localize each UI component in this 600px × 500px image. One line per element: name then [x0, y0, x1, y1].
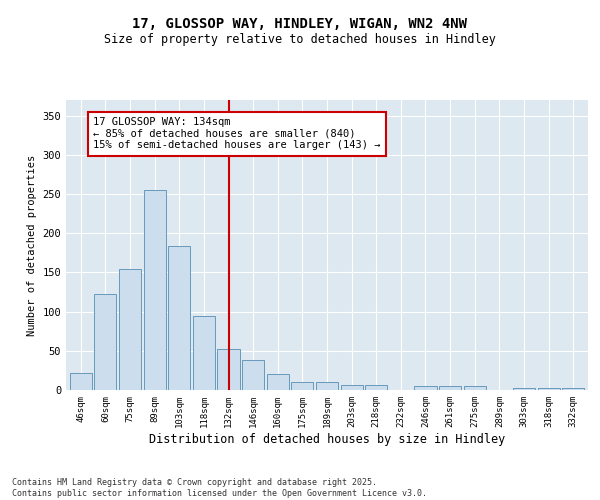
Bar	[464, 386, 486, 390]
Bar	[341, 384, 363, 390]
Text: 17, GLOSSOP WAY, HINDLEY, WIGAN, WN2 4NW: 17, GLOSSOP WAY, HINDLEY, WIGAN, WN2 4NW	[133, 18, 467, 32]
Bar	[242, 360, 264, 390]
Bar	[316, 382, 338, 390]
Bar	[119, 268, 141, 390]
Text: Size of property relative to detached houses in Hindley: Size of property relative to detached ho…	[104, 32, 496, 46]
Bar	[70, 373, 92, 390]
Bar	[439, 386, 461, 390]
Bar	[538, 388, 560, 390]
Bar	[513, 388, 535, 390]
Text: 17 GLOSSOP WAY: 134sqm
← 85% of detached houses are smaller (840)
15% of semi-de: 17 GLOSSOP WAY: 134sqm ← 85% of detached…	[93, 117, 380, 150]
Bar	[193, 316, 215, 390]
X-axis label: Distribution of detached houses by size in Hindley: Distribution of detached houses by size …	[149, 432, 505, 446]
Y-axis label: Number of detached properties: Number of detached properties	[27, 154, 37, 336]
Bar	[143, 190, 166, 390]
Text: Contains HM Land Registry data © Crown copyright and database right 2025.
Contai: Contains HM Land Registry data © Crown c…	[12, 478, 427, 498]
Bar	[365, 384, 388, 390]
Bar	[94, 294, 116, 390]
Bar	[562, 388, 584, 390]
Bar	[168, 246, 190, 390]
Bar	[291, 382, 313, 390]
Bar	[217, 349, 239, 390]
Bar	[266, 374, 289, 390]
Bar	[415, 386, 437, 390]
